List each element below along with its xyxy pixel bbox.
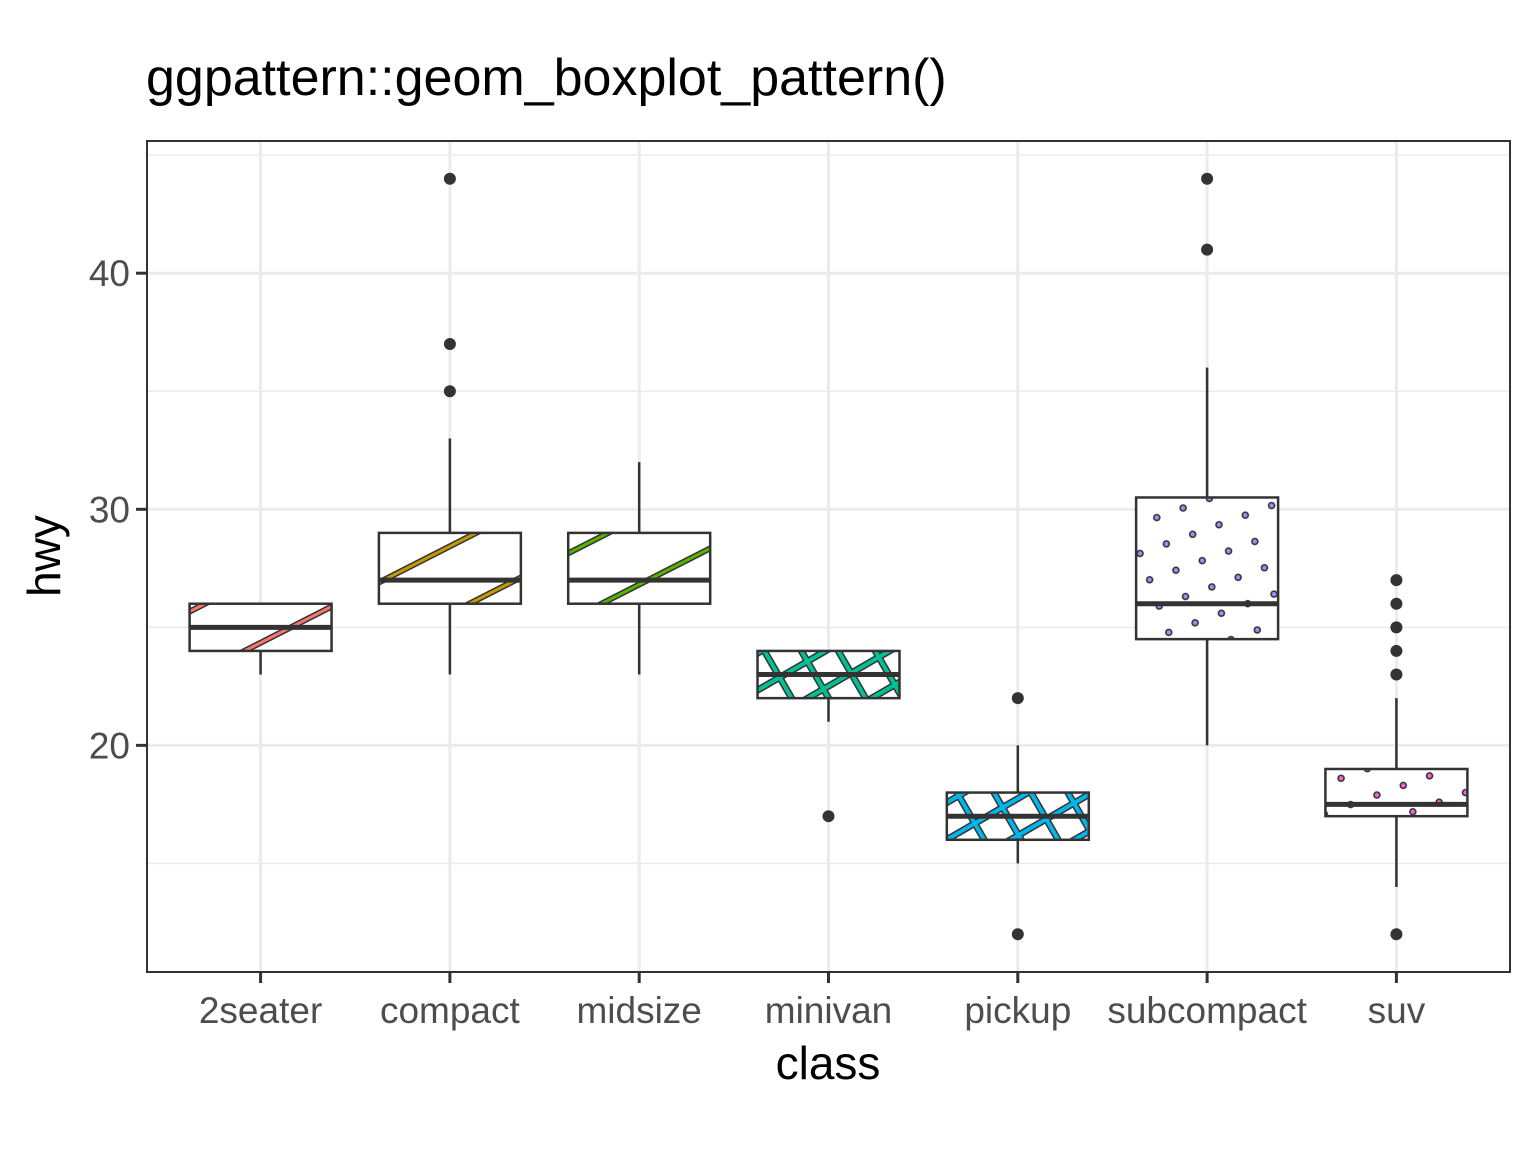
x-tick-label: midsize xyxy=(576,990,701,1031)
x-tick-label: suv xyxy=(1368,990,1426,1031)
box-2seater xyxy=(188,602,333,675)
outlier-point xyxy=(1011,928,1024,941)
box-suv xyxy=(1324,574,1469,941)
outlier-point xyxy=(443,385,456,398)
y-tick-label: 30 xyxy=(89,489,130,530)
y-tick-label: 20 xyxy=(89,725,130,766)
outlier-point xyxy=(443,172,456,185)
x-tick-label: compact xyxy=(380,990,521,1031)
axes: 20 30 40 2seater compact midsize minivan pickup… xyxy=(89,253,1426,1031)
outlier-point xyxy=(1201,172,1214,185)
outlier-point xyxy=(1390,644,1403,657)
outlier-point xyxy=(1390,621,1403,634)
box-body xyxy=(1324,767,1469,818)
outlier-point xyxy=(822,810,835,823)
y-tick-label: 40 xyxy=(89,253,130,294)
box-minivan xyxy=(756,649,901,823)
box-body xyxy=(1134,496,1280,641)
x-tick-label: pickup xyxy=(964,990,1071,1031)
outlier-point xyxy=(1390,928,1403,941)
outlier-point xyxy=(1201,243,1214,256)
x-tick-label: subcompact xyxy=(1107,990,1307,1031)
outlier-point xyxy=(1390,597,1403,610)
box-body xyxy=(566,531,712,605)
box-subcompact xyxy=(1134,172,1280,746)
x-axis-title: class xyxy=(775,1037,881,1089)
outlier-point xyxy=(443,338,456,351)
box-midsize xyxy=(566,462,712,675)
outlier-point xyxy=(1011,692,1024,705)
box-body xyxy=(377,531,523,605)
x-tick-label: minivan xyxy=(765,990,893,1031)
boxes xyxy=(188,172,1469,941)
outlier-point xyxy=(1390,668,1403,681)
x-tick-label: 2seater xyxy=(199,990,322,1031)
box-pickup xyxy=(945,692,1091,941)
chart-title: ggpattern::geom_boxplot_pattern() xyxy=(146,49,947,107)
outlier-point xyxy=(1390,574,1403,587)
box-compact xyxy=(377,172,523,675)
